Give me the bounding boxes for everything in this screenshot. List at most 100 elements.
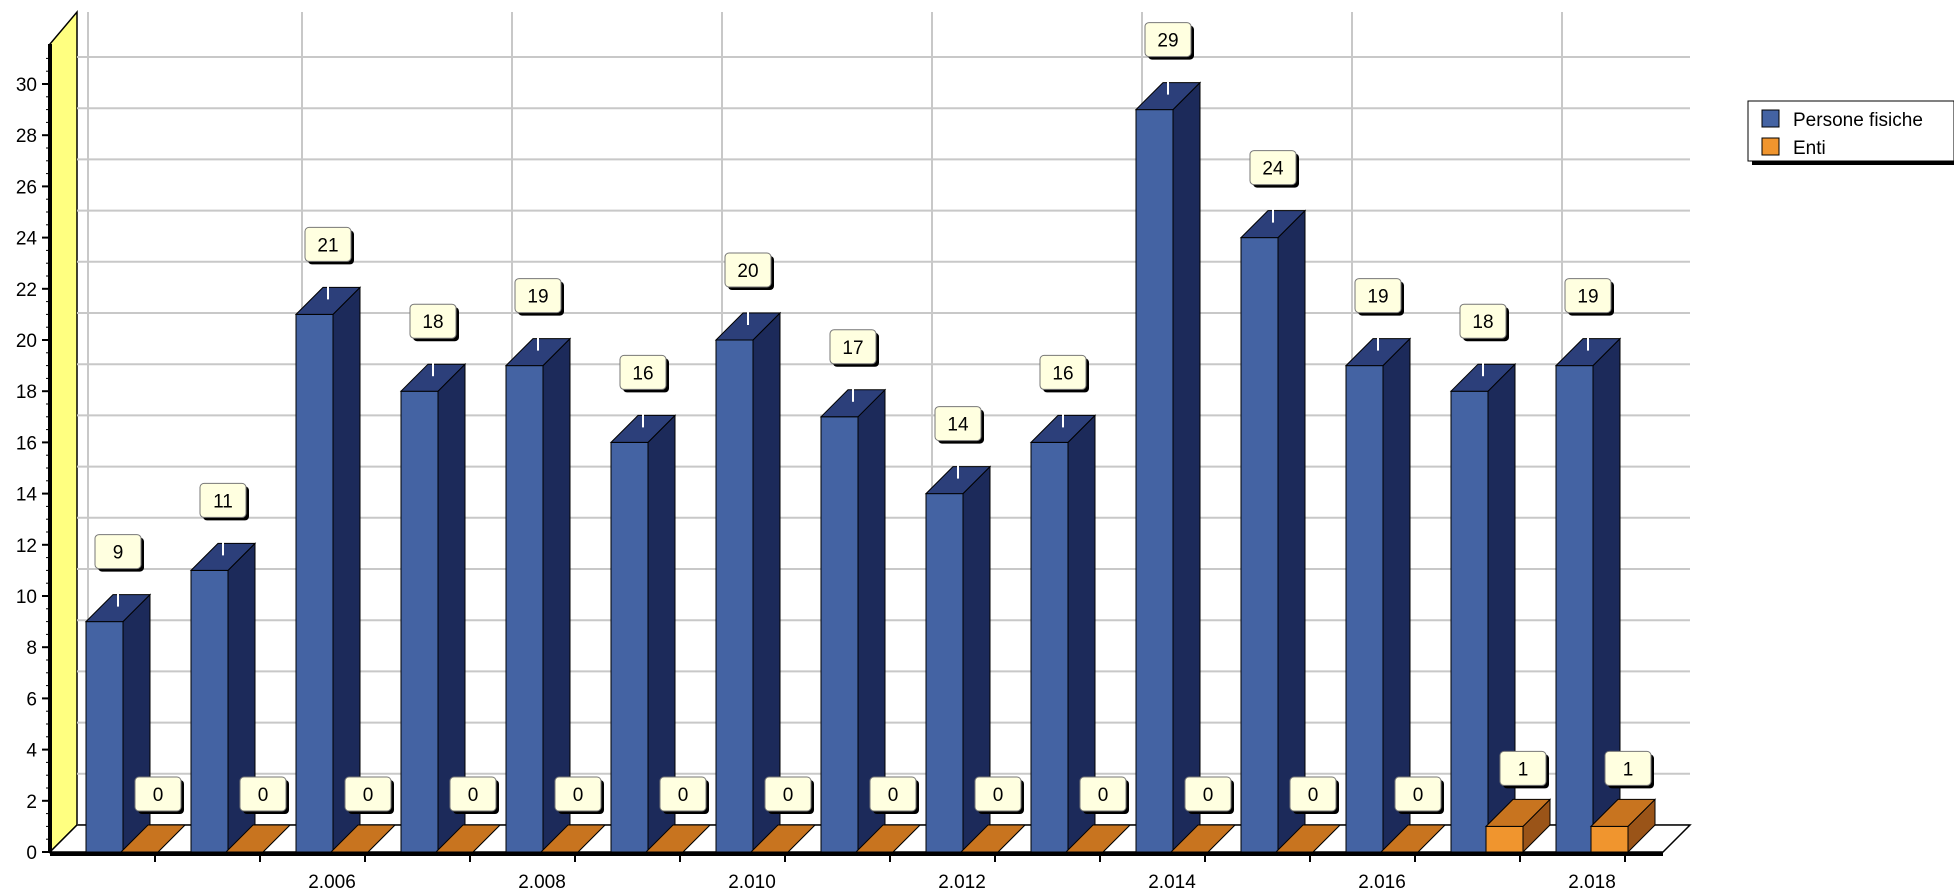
bar-persone-fisiche-6 [714,311,782,854]
label-enti-8-text: 0 [993,785,1004,806]
label-persone-fisiche-4-box [514,278,562,314]
label-persone-fisiche-11: 24 [1249,150,1299,188]
side-wall [49,9,78,854]
x-tick-label: 2.006 [308,872,356,892]
bar-persone-fisiche-4-front [505,365,544,853]
bar-persone-fisiche-12-front [1345,365,1384,853]
label-persone-fisiche-14-text: 19 [1577,287,1598,308]
bar-persone-fisiche-11-front [1240,237,1279,853]
label-enti-9-box [1079,776,1127,812]
label-enti-8: 0 [974,776,1024,814]
label-enti-4-box [554,776,602,812]
bar-persone-fisiche-5-top [609,414,677,443]
label-persone-fisiche-10: 29 [1144,22,1194,60]
bar-persone-fisiche-4-side [542,337,571,854]
label-enti-10: 0 [1184,776,1234,814]
label-persone-fisiche-3-box [409,303,457,339]
label-persone-fisiche-2-text: 21 [317,235,338,256]
bar-persone-fisiche-13-front [1450,390,1489,853]
bar-persone-fisiche-2-front [295,313,334,853]
label-persone-fisiche-8-text: 14 [947,415,969,436]
bar-persone-fisiche-6-front [715,339,754,853]
label-persone-fisiche-3: 18 [409,303,459,342]
label-persone-fisiche-8: 14 [934,406,984,444]
bar-persone-fisiche-8 [924,465,992,854]
bar-persone-fisiche-3-top [399,363,467,392]
label-persone-fisiche-1: 11 [199,482,249,521]
bar-persone-fisiche-10-side [1172,81,1201,854]
label-enti-2-box [344,776,392,812]
label-enti-4-text: 0 [573,785,584,806]
label-enti-1-box [239,776,287,812]
bar-persone-fisiche-1-top [189,542,257,571]
bar-persone-fisiche-12-top [1344,338,1412,367]
x-tick-label: 2.014 [1148,872,1196,892]
label-persone-fisiche-13: 18 [1459,303,1509,342]
chart-wall [49,9,78,854]
chart-legend: Persone fisiche Enti [1747,100,1954,165]
bar-persone-fisiche-7-top [819,389,887,418]
label-persone-fisiche-9-text: 16 [1052,363,1073,384]
bar-persone-fisiche-5-front [610,441,649,853]
label-enti-5: 0 [659,776,709,814]
x-tick-label: 2.012 [938,872,986,892]
label-persone-fisiche-12-box [1354,278,1402,314]
bar-persone-fisiche-12 [1344,337,1412,854]
label-persone-fisiche-14: 19 [1564,278,1614,316]
bar-persone-fisiche-14-front [1555,365,1594,853]
label-persone-fisiche-8-box [934,406,982,442]
label-enti-1-text: 0 [258,785,269,806]
label-persone-fisiche-11-box [1249,150,1297,186]
label-persone-fisiche-10-text: 29 [1157,31,1178,52]
x-tick-label: 2.008 [518,872,566,892]
label-persone-fisiche-5-text: 16 [632,363,653,384]
label-enti-14-text: 1 [1623,759,1634,780]
bar-persone-fisiche-6-side [752,311,781,854]
label-enti-5-box [659,776,707,812]
label-persone-fisiche-0-text: 9 [113,543,124,564]
label-enti-6: 0 [764,776,814,814]
legend-box [1747,100,1954,162]
y-tick-label: 0 [26,843,37,864]
bar-enti-13 [1484,798,1552,854]
y-tick-label: 28 [16,126,37,147]
y-tick-label: 8 [26,638,37,659]
label-enti-12-text: 0 [1413,785,1424,806]
y-tick-label: 10 [16,587,37,608]
bar-persone-fisiche-9-top [1029,414,1097,443]
label-enti-0: 0 [134,776,184,814]
bar-persone-fisiche-1 [189,542,257,854]
bar-enti-14 [1589,798,1657,854]
label-enti-8-box [974,776,1022,812]
label-enti-11-text: 0 [1308,785,1319,806]
label-persone-fisiche-2-box [304,226,352,262]
label-enti-3-text: 0 [468,785,479,806]
bar-enti-13-top [1484,798,1552,827]
bar-persone-fisiche-8-top [924,466,992,495]
label-enti-6-text: 0 [783,785,794,806]
bar-persone-fisiche-11-side [1277,209,1306,854]
y-tick-label: 16 [16,433,37,454]
y-tick-label: 4 [26,741,37,762]
bar-enti-14-top [1589,798,1657,827]
label-enti-0-text: 0 [153,785,164,806]
label-enti-2-text: 0 [363,785,374,806]
label-persone-fisiche-13-box [1459,303,1507,339]
label-persone-fisiche-2: 21 [304,226,354,265]
label-enti-11-box [1289,776,1337,812]
bar-persone-fisiche-0-top [84,594,152,623]
bar-persone-fisiche-13-top [1449,363,1517,392]
label-enti-13-box [1499,750,1547,786]
bar-persone-fisiche-7-front [820,416,859,853]
x-tick-label: 2.016 [1358,872,1406,892]
label-persone-fisiche-14-box [1564,278,1612,314]
label-persone-fisiche-7: 17 [829,329,879,367]
bar-persone-fisiche-11 [1239,209,1307,854]
label-persone-fisiche-10-box [1144,22,1192,58]
y-tick-label: 30 [16,75,37,96]
legend-label-1: Enti [1793,138,1826,159]
label-enti-12: 0 [1394,776,1444,814]
label-enti-7: 0 [869,776,919,814]
legend-swatch-0 [1761,109,1780,128]
